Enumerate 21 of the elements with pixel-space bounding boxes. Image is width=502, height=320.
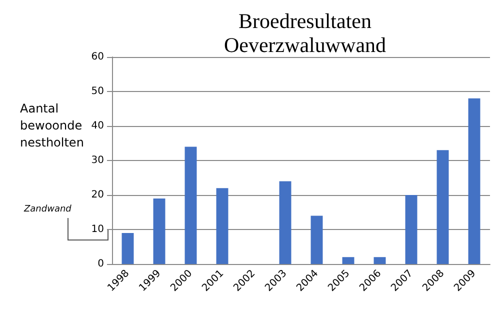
y-tick-label: 0 xyxy=(98,258,104,270)
y-tick-label: 10 xyxy=(91,224,104,235)
y-tick-label: 20 xyxy=(91,190,104,200)
bar xyxy=(468,98,480,264)
bar xyxy=(436,150,449,264)
bar xyxy=(184,146,197,264)
y-tick-label: 50 xyxy=(91,86,104,97)
bar xyxy=(342,257,354,264)
bar xyxy=(405,195,418,264)
y-tick-label: 30 xyxy=(91,155,104,166)
y-axis-title: Aantal bewoonde nestholten xyxy=(20,102,84,150)
chart-title: Broedresultaten Oeverzwaluwwand xyxy=(224,9,387,57)
bar xyxy=(279,181,292,264)
text: Zandwand xyxy=(23,204,72,214)
y-tick-label: 60 xyxy=(91,52,104,62)
bar xyxy=(216,188,228,264)
bar xyxy=(310,216,323,264)
y-tick-label: 40 xyxy=(91,120,104,132)
bar xyxy=(374,257,386,264)
bar xyxy=(153,198,166,264)
bar xyxy=(122,232,134,264)
